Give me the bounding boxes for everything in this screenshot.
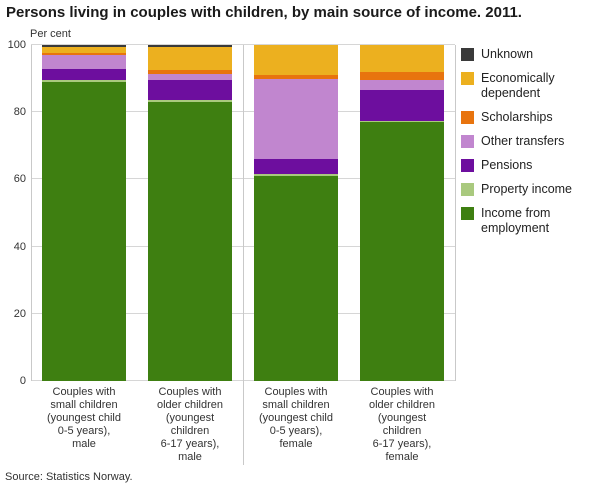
legend-swatch [461,159,474,172]
bar-segment-scholarships [253,75,339,79]
bar-slot [243,45,349,381]
legend-item-pensions: Pensions [461,158,609,173]
legend-item-economically-dependent: Economically dependent [461,71,609,101]
bar-segment-pensions [147,80,233,101]
bar-segment-economically-dependent [253,45,339,76]
legend: Unknown Economically dependent Scholarship… [461,47,609,236]
y-tick-label: 40 [13,240,26,253]
group-divider-line [243,45,244,465]
bar [147,45,233,381]
bar-segment-pensions [359,90,445,121]
legend-swatch [461,48,474,61]
plot-right-border [455,45,456,381]
y-tick-label: 20 [13,307,26,320]
legend-swatch [461,111,474,124]
bar-segment-other-transfers [253,78,339,160]
legend-label: Unknown [481,47,534,61]
y-axis-line [31,45,32,381]
legend-item-unknown: Unknown [461,47,609,62]
legend-item-scholarships: Scholarships [461,110,609,125]
legend-swatch [461,72,474,85]
legend-label: Scholarships [481,110,553,124]
gridline [31,44,455,45]
chart-title: Persons living in couples with children,… [6,4,522,21]
bar-segment-scholarships [41,53,127,56]
bar-segment-property-income [253,174,339,177]
y-tick-label: 80 [13,106,26,119]
legend-label: Economically dependent [481,71,555,100]
y-tick-label: 100 [7,39,26,51]
y-axis-unit-label: Per cent [30,28,71,40]
bar-segment-scholarships [147,70,233,74]
legend-swatch [461,135,474,148]
bar-segment-economically-dependent [41,46,127,54]
y-axis: 0 20 40 60 80 100 [0,39,26,387]
bar-segment-income-from-employment [253,176,339,381]
category-label: Couples with small children (youngest ch… [259,386,333,450]
bar-segment-other-transfers [359,80,445,91]
legend-swatch [461,207,474,220]
legend-label: Pensions [481,158,533,172]
bar-segment-unknown [41,45,127,47]
bar-segment-other-transfers [41,55,127,69]
category-label: Couples with older children (youngest ch… [368,386,436,463]
y-tick-label: 60 [13,173,26,186]
bar-segment-unknown [147,45,233,47]
bar-segment-income-from-employment [41,81,127,381]
bar-slot [349,45,455,381]
legend-item-other-transfers: Other transfers [461,134,609,149]
legend-item-property-income: Property income [461,182,609,197]
category-labels: Couples with small children (youngest ch… [31,386,455,464]
bar-segment-income-from-employment [359,122,445,381]
legend-label: Property income [481,182,573,196]
bars [31,45,455,381]
bar-segment-income-from-employment [147,102,233,381]
bar [41,45,127,381]
bar-segment-pensions [41,68,127,81]
category-label: Couples with older children (youngest ch… [156,386,224,463]
bar-slot [31,45,137,381]
legend-item-income-from-employment: Income from employment [461,206,609,236]
bar [359,45,445,381]
plot-area [31,44,455,381]
bar-segment-pensions [253,159,339,175]
source-note: Source: Statistics Norway. [5,471,133,483]
legend-swatch [461,183,474,196]
bar [253,45,339,381]
legend-label: Other transfers [481,134,565,148]
bar-segment-scholarships [359,71,445,81]
bar-segment-property-income [41,80,127,82]
bar-segment-other-transfers [147,73,233,81]
bar-segment-property-income [359,120,445,123]
y-tick-label: 0 [19,375,26,387]
legend-label: Income from employment [481,206,551,235]
bar-segment-economically-dependent [359,45,445,72]
bar-slot [137,45,243,381]
category-label: Couples with small children (youngest ch… [47,386,121,450]
bar-segment-property-income [147,100,233,103]
bar-segment-economically-dependent [147,46,233,71]
